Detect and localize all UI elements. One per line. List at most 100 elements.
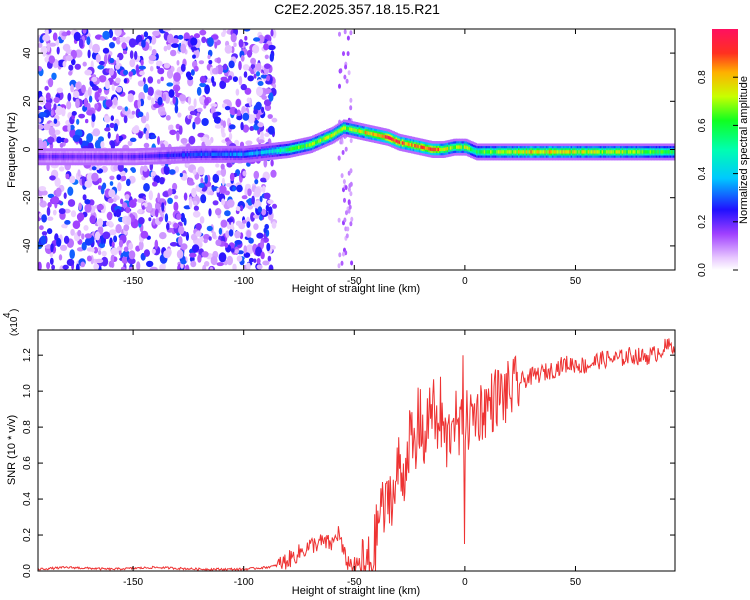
spectrogram-ridge-cell (186, 153, 189, 157)
spectrogram-noise-blob (147, 86, 154, 97)
spectrogram-noise-blob (38, 117, 42, 123)
spectrogram-noise-blob (110, 254, 115, 264)
spectrogram-noise-blob (343, 197, 346, 203)
spectrogram-ridge-cell (291, 146, 295, 151)
spectrogram-ridge-cell (307, 143, 310, 147)
spectrogram-noise-blob (239, 205, 244, 212)
spectrogram-noise-blob (163, 165, 168, 173)
spectrogram-noise-blob (347, 208, 351, 214)
spectrogram-noise-blob (180, 259, 187, 265)
spectrogram-noise-blob (109, 57, 115, 64)
spectrogram-ridge-cell (267, 150, 270, 154)
spectrogram-noise-blob (163, 62, 171, 69)
spectrogram-ridge-cell (420, 145, 423, 149)
spectrogram-noise-blob (156, 79, 161, 84)
spectrogram-noise-blob (142, 165, 148, 172)
spectrogram-ridge-cell (374, 132, 377, 137)
spectrogram-ridge-cell (406, 142, 409, 146)
spectrogram-noise-blob (349, 97, 353, 103)
spectrogram-noise-blob (218, 227, 223, 235)
spectrogram-noise-blob (126, 178, 131, 187)
spectrogram-noise-blob (183, 192, 188, 201)
colorbar: 0.0 0.2 0.4 0.6 0.8 Normalized spectral ampl… (697, 29, 750, 277)
spectrogram-noise-blob (251, 195, 255, 205)
spectrogram-noise-blob (47, 202, 52, 208)
spectrogram-noise-blob (262, 260, 270, 266)
spectrogram-ridge-cell (648, 150, 651, 154)
spectrogram-noise-blob (172, 182, 178, 191)
spectrogram-noise-blob (174, 166, 180, 173)
spectrogram-noise-blob (128, 250, 136, 260)
spectrogram-ridge-cell (400, 141, 403, 145)
spectrogram-noise-blob (83, 225, 89, 231)
spectrogram-ridge-cell (658, 150, 662, 154)
spectrogram-ridge-cell (308, 143, 312, 147)
y-tick-label: 1.2 (22, 348, 33, 362)
spectrogram-noise-blob (189, 110, 197, 116)
spectrogram-ridge-cell (140, 154, 143, 159)
spectrogram-ridge-cell (61, 155, 64, 159)
x-tick-label: 50 (570, 276, 582, 287)
spectrogram-noise-blob (226, 218, 234, 223)
spectrogram-noise-blob (266, 75, 271, 82)
spectrogram-noise-blob (255, 101, 262, 111)
colorbar-gradient (712, 29, 738, 270)
spectrogram-noise-blob (39, 225, 44, 231)
spectrogram-ridge-cell (129, 155, 132, 159)
spectrogram-ridge-cell (82, 155, 86, 159)
spectrogram-noise-blob (166, 82, 174, 87)
spectrogram-noise-blob (55, 187, 62, 197)
spectrogram-noise-blob (63, 235, 70, 244)
spectrogram-noise-blob (56, 46, 60, 55)
spectrogram-noise-blob (189, 252, 197, 258)
spectrogram-noise-blob (196, 86, 202, 96)
spectrogram-ridge-cell (310, 142, 313, 147)
spectrogram-noise-blob (163, 45, 168, 52)
spectrogram-noise-blob (234, 249, 239, 254)
spectrogram-noise-blob (257, 139, 265, 144)
spectrogram-noise-blob (215, 208, 222, 216)
spectrogram-noise-blob (174, 104, 179, 114)
spectrogram-noise-blob (210, 103, 218, 108)
spectrogram-ridge-cell (304, 144, 307, 148)
spectrogram-noise-blob (218, 185, 227, 194)
spectrogram-ridge-cell (253, 151, 256, 155)
spectrogram-ridge-cell (452, 145, 456, 149)
spectrogram-ridge-cell (104, 155, 107, 159)
spectrogram-noise-blob (123, 115, 128, 124)
spectrogram-ridge-cell (415, 144, 419, 148)
spectrogram-noise-blob (78, 137, 83, 145)
spectrogram-noise-blob (98, 75, 107, 83)
spectrogram-ridge-cell (219, 152, 222, 156)
spectrogram-noise-blob (247, 188, 252, 197)
spectrogram-noise-blob (178, 236, 183, 246)
spectrogram-ridge-cell (163, 153, 166, 158)
spectrogram-noise-blob (38, 111, 47, 118)
spectrogram-ridge-cell (377, 133, 380, 137)
spectrogram-ridge-cell (468, 146, 471, 151)
spectrogram-noise-blob (95, 258, 104, 264)
spectrogram-ridge-cell (397, 140, 400, 144)
spectrogram-noise-blob (198, 96, 206, 103)
spectrogram-noise-blob (91, 113, 96, 122)
spectrogram-ridge-cell (518, 150, 521, 154)
x-tick-label: 50 (570, 577, 582, 588)
spectrogram-noise-blob (259, 195, 263, 203)
spectrogram-ridge-cell (502, 150, 505, 154)
spectrogram-noise-blob (46, 163, 50, 172)
spectrogram-noise-blob (220, 167, 227, 177)
spectrogram-noise-blob (84, 69, 93, 76)
spectrogram-noise-blob (204, 261, 210, 267)
spectrogram-noise-blob (159, 177, 165, 185)
spectrogram-ridge-cell (434, 147, 437, 152)
y-tick-label: 0.4 (22, 492, 33, 506)
spectrogram-ridge-cell (555, 150, 558, 154)
spectrogram-noise-blob (248, 237, 254, 244)
spectrogram-noise-blob (272, 203, 277, 209)
spectrogram-noise-blob (46, 228, 53, 235)
spectrogram-noise-blob (98, 60, 105, 66)
spectrogram-ridge-cell (524, 150, 527, 154)
spectrogram-ridge-cell (295, 146, 298, 150)
spectrogram-noise-blob (106, 221, 110, 227)
spectrogram-noise-blob (121, 42, 127, 49)
